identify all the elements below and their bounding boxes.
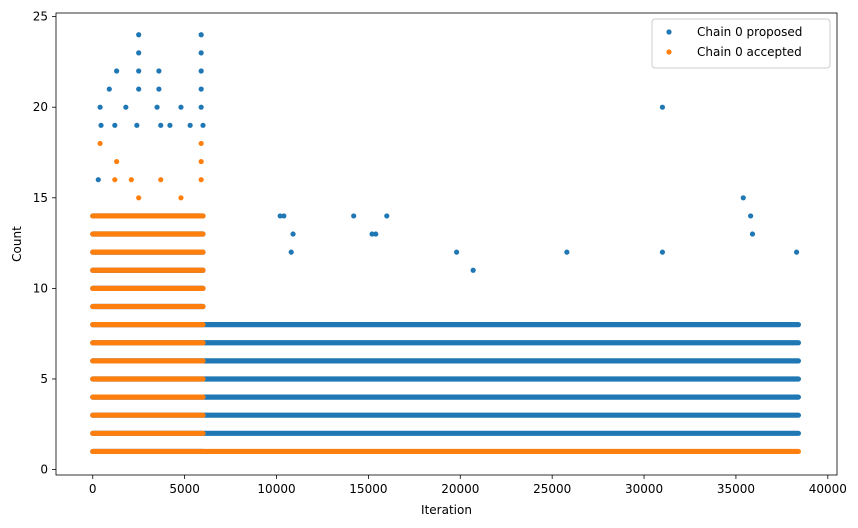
data-point (281, 213, 287, 219)
x-tick-label: 35000 (717, 482, 755, 496)
legend: Chain 0 proposed Chain 0 accepted (651, 18, 831, 69)
data-point (136, 86, 142, 92)
data-point (154, 104, 160, 110)
data-point (112, 177, 118, 183)
y-tick-label: 20 (33, 100, 48, 114)
data-point (136, 50, 142, 56)
x-tick-label: 10000 (257, 482, 295, 496)
x-tick-label: 30000 (625, 482, 663, 496)
series-layer (90, 32, 802, 455)
data-point (369, 231, 375, 237)
data-point (128, 177, 134, 183)
data-point (659, 104, 666, 110)
data-point (200, 122, 206, 128)
data-point (290, 231, 296, 237)
data-point (373, 231, 379, 237)
data-point (123, 104, 129, 110)
data-point (564, 249, 570, 255)
data-point (158, 177, 164, 183)
x-tick-label: 25000 (533, 482, 571, 496)
x-axis-label: Iteration (421, 503, 472, 517)
data-point (198, 32, 204, 38)
data-point (198, 86, 204, 92)
data-point (198, 140, 204, 147)
x-tick-label: 20000 (441, 482, 479, 496)
x-tick-label: 40000 (809, 482, 847, 496)
y-axis-ticks: 0 5 10 15 20 25 (33, 10, 56, 477)
data-point (198, 177, 204, 183)
series-1 (90, 140, 802, 455)
legend-label-accepted: Chain 0 accepted (697, 45, 802, 59)
data-point (136, 195, 142, 201)
data-point (167, 122, 173, 128)
data-point (748, 213, 754, 219)
data-point (114, 68, 120, 74)
y-tick-label: 15 (33, 191, 48, 205)
data-point (178, 104, 184, 110)
data-point (136, 68, 142, 74)
data-point (351, 213, 357, 219)
data-point (95, 177, 101, 183)
data-point (134, 122, 140, 128)
data-point (156, 68, 162, 74)
y-tick-label: 5 (40, 372, 48, 386)
data-point (98, 122, 104, 128)
data-point (198, 104, 204, 110)
data-point (454, 249, 460, 255)
legend-box (651, 18, 831, 69)
x-tick-label: 5000 (169, 482, 200, 496)
data-point (659, 249, 666, 255)
x-tick-label: 0 (89, 482, 97, 496)
y-tick-label: 10 (33, 281, 48, 295)
plot-frame (55, 12, 838, 476)
data-point (749, 231, 756, 237)
y-axis-label: Count (10, 226, 24, 262)
data-point (97, 140, 103, 147)
data-point (136, 32, 142, 38)
y-tick-label: 25 (33, 10, 48, 24)
data-point (112, 122, 118, 128)
y-tick-label: 0 (40, 463, 48, 477)
legend-marker-accepted (666, 49, 672, 55)
data-point (114, 158, 120, 165)
data-point (156, 86, 162, 92)
data-point (277, 213, 283, 219)
data-point (198, 50, 204, 56)
x-tick-label: 15000 (349, 482, 387, 496)
data-point (97, 104, 103, 110)
data-point (288, 249, 294, 255)
data-point (106, 86, 112, 92)
legend-marker-proposed (666, 29, 672, 35)
data-point (384, 213, 390, 219)
legend-label-proposed: Chain 0 proposed (697, 25, 802, 39)
data-point (178, 195, 184, 201)
data-point (158, 122, 164, 128)
data-point (198, 158, 204, 165)
data-point (187, 122, 193, 128)
data-point (793, 249, 800, 255)
data-point (198, 68, 204, 74)
data-point (740, 195, 746, 201)
data-point (470, 267, 476, 273)
x-axis-ticks: 0 5000 10000 15000 20000 25000 30000 35000 40000 (89, 475, 847, 496)
